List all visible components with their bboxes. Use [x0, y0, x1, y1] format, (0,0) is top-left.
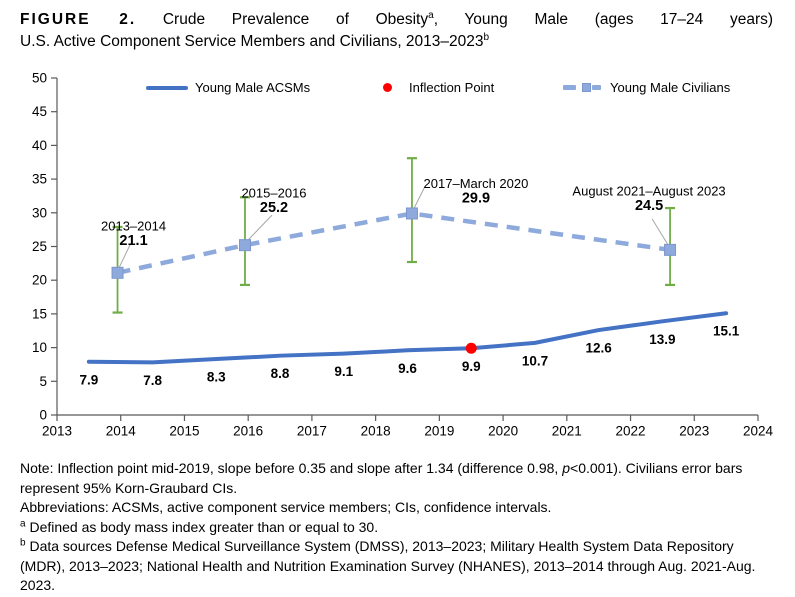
acsm-value-label: 8.8	[271, 366, 290, 381]
y-tick-label: 15	[32, 306, 47, 321]
note-text-post: <0.001). Civilians error bars represent …	[20, 460, 743, 496]
x-tick-label: 2017	[297, 424, 327, 439]
civilian-value-label: 21.1	[119, 233, 147, 249]
legend-item-inflection: Inflection Point	[383, 80, 495, 95]
civilian-square-marker	[405, 207, 418, 220]
footnote-a: a Defined as body mass index greater tha…	[20, 518, 775, 538]
acsm-value-label: 15.1	[713, 324, 740, 339]
figure-title: FIGURE 2. Crude Prevalence of Obesitya, …	[0, 0, 795, 53]
civilian-period-label: August 2021–August 2023	[572, 183, 725, 198]
acsm-value-label: 9.1	[334, 364, 353, 379]
civilian-value-label: 29.9	[462, 190, 490, 206]
civilian-square-marker	[238, 239, 251, 252]
footnote-b: b Data sources Defense Medical Surveilla…	[20, 537, 775, 596]
inflection-dot-swatch-icon	[383, 83, 392, 92]
civilian-period-label: 2017–March 2020	[424, 176, 529, 191]
title-superscript-b: b	[483, 31, 490, 43]
x-tick-label: 2022	[616, 424, 646, 439]
civilian-period-label: 2013–2014	[101, 218, 166, 233]
legend-label-acsms: Young Male ACSMs	[195, 80, 311, 95]
x-tick-label: 2016	[233, 424, 263, 439]
civilian-value-label: 25.2	[260, 200, 288, 216]
note-line: Note: Inflection point mid-2019, slope b…	[20, 459, 775, 498]
figure-notes: Note: Inflection point mid-2019, slope b…	[0, 447, 795, 596]
title-superscript-a: a	[428, 9, 434, 21]
legend-label-inflection: Inflection Point	[409, 80, 495, 95]
x-tick-label: 2019	[424, 424, 454, 439]
footnote-a-superscript: a	[20, 517, 26, 529]
figure-title-line2: U.S. Active Component Service Members an…	[20, 31, 773, 53]
y-tick-label: 20	[32, 273, 47, 288]
civilian-dash-2	[592, 85, 601, 90]
y-tick-label: 25	[32, 239, 47, 254]
chart-legend: Young Male ACSMs Inflection Point Young …	[0, 80, 795, 95]
footnote-b-superscript: b	[20, 537, 26, 549]
title-text-1: Crude Prevalence of Obesity	[162, 11, 429, 28]
figure-number-label: FIGURE 2.	[20, 11, 137, 28]
civilian-value-label: 24.5	[635, 198, 663, 214]
title-text-2: , Young Male (ages 17–24 years)	[433, 11, 774, 28]
acsm-value-label: 9.9	[462, 359, 481, 374]
acsm-value-label: 10.7	[522, 353, 548, 368]
annotation-leader-line	[246, 214, 273, 242]
legend-label-civilians: Young Male Civilians	[610, 80, 731, 95]
x-tick-label: 2021	[552, 424, 582, 439]
annotation-leader-line	[651, 218, 669, 246]
acsm-value-label: 8.3	[207, 370, 226, 385]
figure-title-line1: FIGURE 2. Crude Prevalence of Obesitya, …	[20, 9, 773, 31]
civilian-period-label: 2015–2016	[241, 186, 306, 201]
x-tick-label: 2015	[169, 424, 199, 439]
inflection-point-dot	[465, 342, 477, 354]
y-tick-label: 30	[32, 205, 47, 220]
legend-item-acsms: Young Male ACSMs	[146, 80, 311, 95]
acsm-value-label: 12.6	[586, 341, 613, 356]
x-tick-label: 2020	[488, 424, 518, 439]
chart: 0 5 10 15 20 25 30 35 40 45 50 2013 2014 2015 2016 2017…	[0, 57, 795, 447]
obesity-prevalence-chart: 0 5 10 15 20 25 30 35 40 45 50 2013 2014 2015 2016 2017…	[32, 71, 774, 439]
acsm-value-label: 13.9	[649, 332, 675, 347]
footnote-a-text: Defined as body mass index greater than …	[25, 518, 379, 535]
civilian-square-marker	[111, 266, 124, 279]
x-tick-label: 2018	[361, 424, 391, 439]
civilian-dashed-line	[117, 211, 671, 275]
x-tick-label: 2023	[679, 424, 709, 439]
civilian-square-marker-swatch	[582, 83, 591, 92]
abbreviations-line: Abbreviations: ACSMs, active component s…	[20, 498, 775, 518]
y-tick-label: 45	[32, 104, 47, 119]
title-text-3: U.S. Active Component Service Members an…	[20, 33, 484, 50]
acsm-line	[86, 311, 729, 365]
y-tick-label: 50	[32, 71, 47, 86]
acsm-line-swatch-icon	[146, 85, 188, 90]
x-tick-label: 2013	[42, 424, 72, 439]
legend-item-civilians: Young Male Civilians	[563, 80, 731, 95]
annotation-leader-line	[413, 186, 426, 209]
civilian-dash-swatch-icon	[563, 83, 601, 92]
footnote-b-text: Data sources Defense Medical Surveillanc…	[20, 538, 756, 593]
acsm-value-label: 7.9	[79, 372, 98, 387]
civilian-dash-1	[563, 85, 576, 90]
abbreviations-text: Abbreviations: ACSMs, active component s…	[20, 499, 552, 515]
y-tick-label: 5	[39, 374, 47, 389]
y-tick-label: 40	[32, 138, 47, 153]
y-tick-label: 0	[39, 408, 47, 423]
annotation-leader-line	[118, 243, 131, 270]
note-text-pre: Note: Inflection point mid-2019, slope b…	[20, 460, 563, 476]
y-tick-label: 10	[32, 340, 47, 355]
acsm-value-label: 7.8	[143, 373, 162, 388]
note-text-italic-p: p	[562, 460, 571, 476]
y-tick-label: 35	[32, 172, 47, 187]
x-tick-label: 2014	[106, 424, 137, 439]
civilian-square-marker	[664, 243, 677, 256]
x-tick-label: 2024	[743, 424, 774, 439]
acsm-value-label: 9.6	[398, 361, 417, 376]
